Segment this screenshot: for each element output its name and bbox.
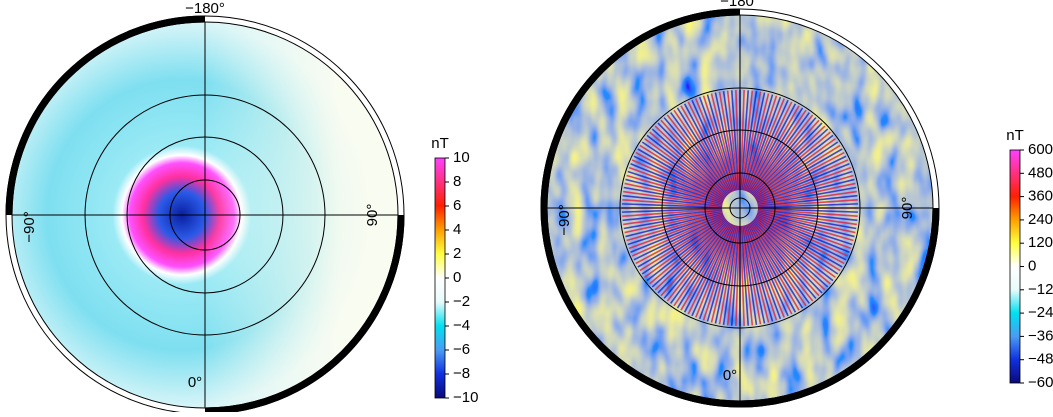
colorbar [1009,149,1021,384]
lon-label: −180° [185,0,225,17]
lon-label: 0° [723,367,737,384]
frame-segment [739,207,940,408]
lon-label: 90° [364,204,381,227]
colorbar-tick-label: −3600 [1028,327,1053,344]
colorbar-tick-label: −6 [453,341,470,358]
colorbar-tick-label: 0 [453,269,461,286]
colorbar-tick-label: −2400 [1028,304,1053,321]
colorbar-tick-label: 6000 [1028,141,1053,158]
lon-label: 0° [188,374,202,391]
lon-label: −90° [556,204,573,235]
colorbar-tick-label: 2400 [1028,211,1053,228]
colorbar-tick-label: 8 [453,173,461,190]
colorbar-tick-label: −8 [453,365,470,382]
colorbar-label: nT [431,135,449,152]
colorbar-tick-label: 4 [453,221,461,238]
lon-label: 90° [899,197,916,220]
colorbar-tick-label: 4800 [1028,164,1053,181]
colorbar [434,157,446,399]
colorbar-tick-label: −10 [453,389,478,406]
colorbar-tick-label: −4800 [1028,351,1053,368]
lon-label: −90° [21,211,38,242]
colorbar-tick-label: 2 [453,245,461,262]
colorbar-tick-label: 3600 [1028,188,1053,205]
colorbar-tick-label: −2 [453,293,470,310]
colorbar-tick-label: 6 [453,197,461,214]
colorbar-tick-label: 0 [1028,257,1036,274]
colorbar-label: nT [1006,127,1024,144]
colorbar-tick-label: −6000 [1028,374,1053,391]
colorbar-tick-label: −4 [453,317,470,334]
frame-segment [540,8,741,408]
colorbar-tick-label: 10 [453,149,470,166]
frame-segment [204,214,405,415]
lon-label: −180° [720,0,760,10]
frame-segment [5,15,206,216]
